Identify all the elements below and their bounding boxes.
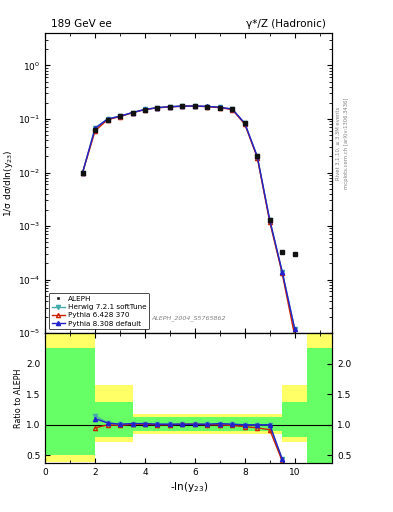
Y-axis label: 1/σ dσ/dln(y$_{23}$): 1/σ dσ/dln(y$_{23}$) (2, 150, 15, 217)
Text: ALEPH_2004_S5765862: ALEPH_2004_S5765862 (151, 315, 226, 321)
Text: 189 GeV ee: 189 GeV ee (51, 19, 112, 29)
Text: γ*/Z (Hadronic): γ*/Z (Hadronic) (246, 19, 326, 29)
Text: mcplots.cern.ch [arXiv:1306.3436]: mcplots.cern.ch [arXiv:1306.3436] (344, 98, 349, 189)
Text: Rivet 3.1.10, ≥ 3.3M events: Rivet 3.1.10, ≥ 3.3M events (336, 106, 341, 180)
Y-axis label: Ratio to ALEPH: Ratio to ALEPH (14, 369, 23, 428)
Legend: ALEPH, Herwig 7.2.1 softTune, Pythia 6.428 370, Pythia 8.308 default: ALEPH, Herwig 7.2.1 softTune, Pythia 6.4… (49, 293, 149, 329)
X-axis label: -ln(y$_{23}$): -ln(y$_{23}$) (169, 480, 208, 494)
